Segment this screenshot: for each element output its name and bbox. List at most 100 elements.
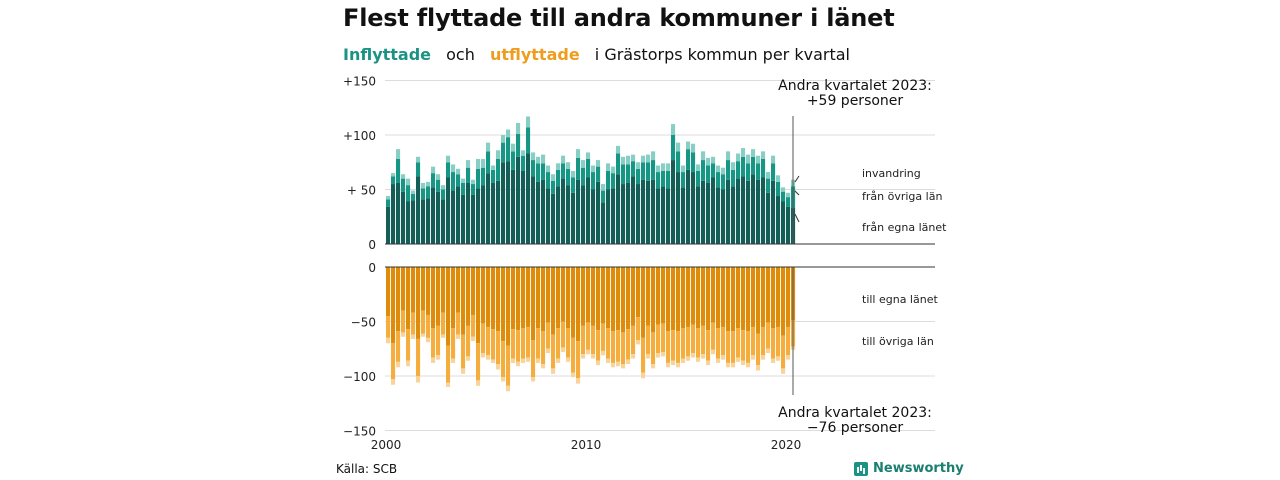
bar-in-immigration xyxy=(541,154,546,164)
bar-out-other xyxy=(761,326,766,356)
bar-in-immigration xyxy=(771,155,776,164)
bar-in-other xyxy=(721,174,726,190)
bar-in-local xyxy=(761,177,766,244)
bar-out-emigration xyxy=(661,352,666,357)
bar-out-other xyxy=(756,333,761,366)
bar-out-emigration xyxy=(741,360,746,366)
bar-in-local xyxy=(676,172,681,244)
bar-out-local xyxy=(751,267,756,327)
bar-out-emigration xyxy=(471,336,476,342)
bar-in-immigration xyxy=(616,145,621,154)
bar-in-other xyxy=(751,156,756,175)
bar-out-local xyxy=(536,267,541,329)
bar-in-local xyxy=(436,191,441,244)
bar-out-emigration xyxy=(476,380,481,386)
bar-in-other xyxy=(416,162,421,177)
bar-out-other xyxy=(471,314,476,337)
bar-out-emigration xyxy=(586,349,591,355)
bar-out-local xyxy=(691,267,696,325)
bar-in-local xyxy=(386,206,391,244)
annotation-bottom-line2: −76 personer xyxy=(807,420,904,436)
bar-out-emigration xyxy=(466,356,471,361)
bar-out-local xyxy=(426,267,431,315)
bar-in-immigration xyxy=(611,166,616,174)
bar-out-other xyxy=(766,322,771,349)
bar-in-immigration xyxy=(666,163,671,171)
bar-out-local xyxy=(651,267,656,333)
bar-out-emigration xyxy=(566,357,571,362)
bar-out-other xyxy=(751,326,756,356)
bar-in-local xyxy=(661,186,666,244)
bar-out-emigration xyxy=(421,333,426,337)
bar-in-other xyxy=(586,158,591,178)
bar-out-other xyxy=(641,337,646,373)
bar-in-immigration xyxy=(776,175,781,182)
bar-in-immigration xyxy=(466,160,471,168)
bar-in-immigration xyxy=(561,155,566,164)
label-till-ovriga-lan: till övriga län xyxy=(862,335,934,348)
bar-in-local xyxy=(571,192,576,244)
bar-in-immigration xyxy=(391,173,396,177)
bar-out-emigration xyxy=(556,358,561,363)
bar-out-other xyxy=(511,329,516,359)
bar-out-other xyxy=(651,332,656,365)
bar-in-local xyxy=(421,199,426,244)
bar-out-emigration xyxy=(601,350,606,356)
bar-in-local xyxy=(426,198,431,244)
bar-in-other xyxy=(601,190,606,203)
bar-out-local xyxy=(676,267,681,332)
bar-in-local xyxy=(601,202,606,244)
bar-out-emigration xyxy=(641,372,646,379)
bar-out-emigration xyxy=(521,358,526,363)
bar-in-other xyxy=(771,163,776,181)
bar-out-emigration xyxy=(746,362,751,368)
bar-in-local xyxy=(741,176,746,244)
bar-out-emigration xyxy=(511,358,516,363)
y-tick-bottom: −150 xyxy=(343,425,376,439)
bar-out-other xyxy=(596,330,601,361)
bar-in-immigration xyxy=(641,155,646,163)
bar-in-other xyxy=(536,163,541,182)
bar-in-local xyxy=(496,180,501,244)
bar-in-local xyxy=(621,184,626,244)
bar-in-other xyxy=(406,185,411,202)
bar-out-local xyxy=(666,267,671,332)
bar-in-local xyxy=(561,178,566,244)
bar-in-immigration xyxy=(486,142,491,152)
bar-in-local xyxy=(516,156,521,244)
bar-in-other xyxy=(706,165,711,183)
bar-out-local xyxy=(401,267,406,311)
bar-out-other xyxy=(536,328,541,359)
bar-in-immigration xyxy=(731,162,736,170)
bar-in-local xyxy=(766,192,771,244)
bar-in-other xyxy=(776,181,781,197)
bar-in-immigration xyxy=(766,172,771,179)
bar-out-local xyxy=(616,267,621,331)
bar-in-other xyxy=(641,162,646,180)
bar-in-other xyxy=(386,199,391,207)
bar-in-local xyxy=(486,173,491,244)
bar-in-other xyxy=(786,197,791,207)
bar-in-other xyxy=(476,168,481,189)
bar-in-local xyxy=(556,186,561,244)
bar-out-other xyxy=(441,312,446,335)
bar-out-emigration xyxy=(516,361,521,367)
bar-in-other xyxy=(441,189,446,200)
bar-in-immigration xyxy=(686,141,691,150)
bar-out-other xyxy=(681,328,686,359)
bar-out-local xyxy=(531,267,536,341)
bar-in-other xyxy=(471,184,476,195)
bar-in-local xyxy=(691,172,696,244)
bar-in-other xyxy=(781,191,786,202)
bar-in-local xyxy=(586,177,591,244)
bar-out-emigration xyxy=(496,364,501,370)
bar-out-local xyxy=(646,267,651,326)
bar-out-emigration xyxy=(706,360,711,366)
y-tick-bottom: −50 xyxy=(351,316,376,330)
bar-in-immigration xyxy=(656,165,661,173)
bar-out-other xyxy=(581,325,586,355)
bar-in-immigration xyxy=(676,142,681,152)
bar-out-local xyxy=(436,267,441,326)
bar-out-other xyxy=(421,310,426,334)
bar-out-emigration xyxy=(726,362,731,368)
